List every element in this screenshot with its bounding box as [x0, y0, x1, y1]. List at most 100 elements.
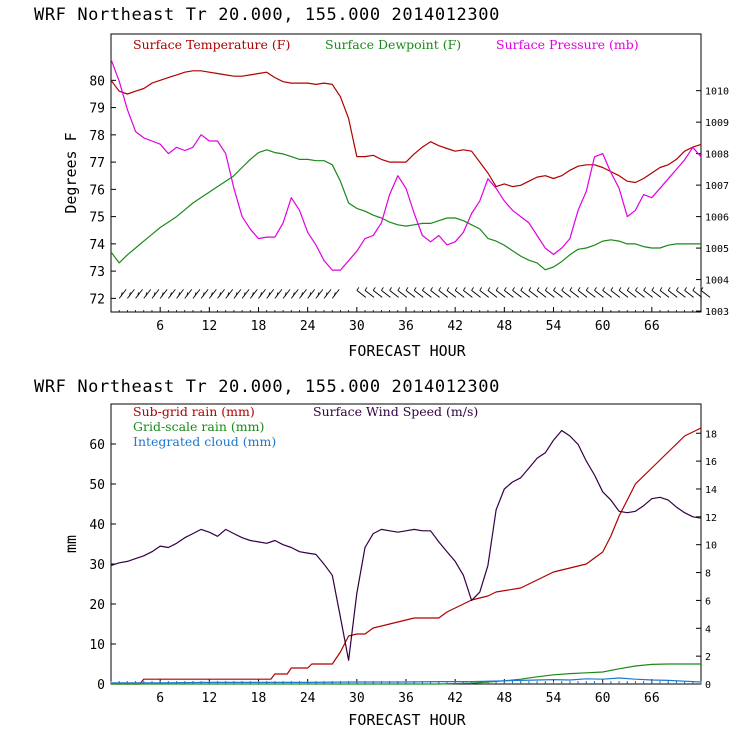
top-wind-barb — [266, 289, 275, 299]
top-wind-barb — [323, 289, 332, 299]
top-wind-barb — [635, 290, 645, 298]
top-wind-barb — [569, 290, 580, 298]
top-wind-barb — [618, 290, 629, 298]
top-wind-barb-flag — [325, 292, 328, 297]
top-y2-tick-label-1009: 1009 — [705, 118, 729, 129]
top-wind-barb — [659, 290, 670, 298]
top-wind-barb-flag — [145, 292, 148, 297]
top-wind-barb — [454, 290, 465, 298]
bottom-x-tick-label-24: 24 — [300, 691, 316, 706]
top-wind-barb-flag — [235, 292, 238, 297]
top-series-surface-dewpoint — [110, 149, 701, 271]
bottom-y-tick-label-20: 20 — [89, 598, 105, 613]
top-wind-barb-flag — [635, 287, 638, 291]
top-wind-barb-flag — [389, 287, 392, 291]
bottom-y-axis-label: mm — [62, 535, 80, 553]
bottom-legend-sub-grid-rain: Sub-grid rain (mm) — [133, 404, 255, 419]
top-wind-barb — [176, 289, 184, 299]
top-wind-barb — [438, 290, 449, 298]
top-wind-barb — [610, 290, 621, 298]
top-wind-barb-flag — [276, 292, 279, 297]
bottom-y2-tick-label-4: 4 — [705, 624, 711, 635]
top-x-tick-label-6: 6 — [156, 319, 164, 334]
top-wind-barb — [676, 290, 686, 298]
top-wind-barb-flag — [301, 292, 303, 297]
top-wind-barb-flag — [438, 287, 442, 291]
top-wind-barb — [274, 289, 283, 299]
top-wind-barb — [249, 289, 258, 299]
top-wind-barb — [364, 290, 375, 298]
top-y-tick-label-76: 76 — [89, 183, 105, 198]
bottom-panel-title: WRF Northeast Tr 20.000, 155.000 2014012… — [34, 377, 500, 397]
top-wind-barb-flag — [169, 292, 172, 297]
top-y2-tick-label-1007: 1007 — [705, 181, 729, 192]
top-x-tick-label-24: 24 — [300, 319, 316, 334]
bottom-y2-tick-label-14: 14 — [705, 485, 717, 496]
top-wind-barb — [520, 290, 530, 298]
top-wind-barb-flag — [381, 287, 384, 291]
top-wind-barb-flag — [446, 287, 450, 291]
top-wind-barb — [577, 290, 588, 298]
top-wind-barb-flag — [317, 292, 320, 297]
top-legend-surface-pressure: Surface Pressure (mb) — [496, 37, 639, 52]
top-x-tick-label-54: 54 — [546, 319, 562, 334]
top-wind-barb-flag — [504, 287, 507, 291]
top-wind-barb-flag — [528, 287, 532, 291]
top-wind-barb — [495, 290, 506, 298]
bottom-legend-surface-wind-speed: Surface Wind Speed (m/s) — [313, 404, 478, 419]
top-wind-barb-flag — [243, 292, 246, 297]
top-wind-barb-flag — [405, 287, 409, 291]
top-wind-barb-flag — [129, 292, 131, 297]
top-wind-barb — [512, 290, 522, 298]
bottom-y-tick-label-40: 40 — [89, 518, 105, 533]
top-wind-barb-flag — [463, 287, 466, 291]
top-wind-barb-flag — [594, 287, 597, 291]
top-wind-barb — [430, 290, 440, 298]
top-legend-surface-temperature: Surface Temperature (F) — [133, 37, 290, 52]
top-wind-barb — [536, 290, 547, 298]
top-wind-barb-flag — [700, 287, 704, 291]
top-wind-barb-flag — [479, 287, 483, 291]
top-wind-barb-flag — [602, 287, 605, 291]
bottom-legend-grid-scale-rain: Grid-scale rain (mm) — [133, 419, 264, 434]
top-wind-barb-flag — [309, 292, 312, 297]
top-x-tick-label-30: 30 — [349, 319, 365, 334]
bottom-y-tick-label-60: 60 — [89, 438, 105, 453]
top-y-tick-label-74: 74 — [89, 238, 105, 253]
top-wind-barb-flag — [268, 292, 271, 297]
bottom-x-tick-label-6: 6 — [156, 691, 164, 706]
top-wind-barb — [561, 290, 571, 298]
top-wind-barb — [184, 289, 193, 299]
top-wind-barb-flag — [430, 287, 433, 291]
top-wind-barb — [135, 289, 143, 299]
top-wind-barb — [684, 290, 694, 298]
top-wind-barb — [667, 290, 678, 298]
top-wind-barb-flag — [251, 292, 254, 297]
top-wind-barb-flag — [487, 287, 491, 291]
top-x-axis-label: FORECAST HOUR — [348, 342, 466, 360]
bottom-legend-integrated-cloud: Integrated cloud (mm) — [133, 434, 276, 449]
top-wind-barb — [331, 289, 340, 299]
top-y2-tick-label-1006: 1006 — [705, 213, 729, 224]
top-wind-barb — [479, 290, 490, 298]
top-wind-barb-flag — [372, 287, 376, 291]
bottom-y2-tick-label-16: 16 — [705, 457, 717, 468]
top-wind-barb — [626, 290, 637, 298]
bottom-y-tick-label-30: 30 — [89, 558, 105, 573]
top-wind-barb-flag — [356, 287, 360, 291]
top-wind-barb — [487, 290, 498, 298]
top-y-tick-label-73: 73 — [89, 265, 105, 280]
top-y-tick-label-77: 77 — [89, 156, 105, 171]
top-wind-barb — [594, 290, 604, 298]
top-wind-barb — [200, 289, 209, 299]
bottom-x-tick-label-66: 66 — [644, 691, 660, 706]
top-wind-barb-flag — [536, 287, 540, 291]
top-wind-barb — [463, 290, 473, 298]
top-wind-barb-flag — [676, 287, 679, 291]
bottom-x-tick-label-36: 36 — [398, 691, 414, 706]
top-wind-barb-flag — [227, 292, 230, 297]
bottom-x-tick-label-54: 54 — [546, 691, 562, 706]
top-wind-barb-flag — [651, 287, 655, 291]
top-wind-barb-flag — [618, 287, 622, 291]
top-wind-barb — [602, 290, 612, 298]
